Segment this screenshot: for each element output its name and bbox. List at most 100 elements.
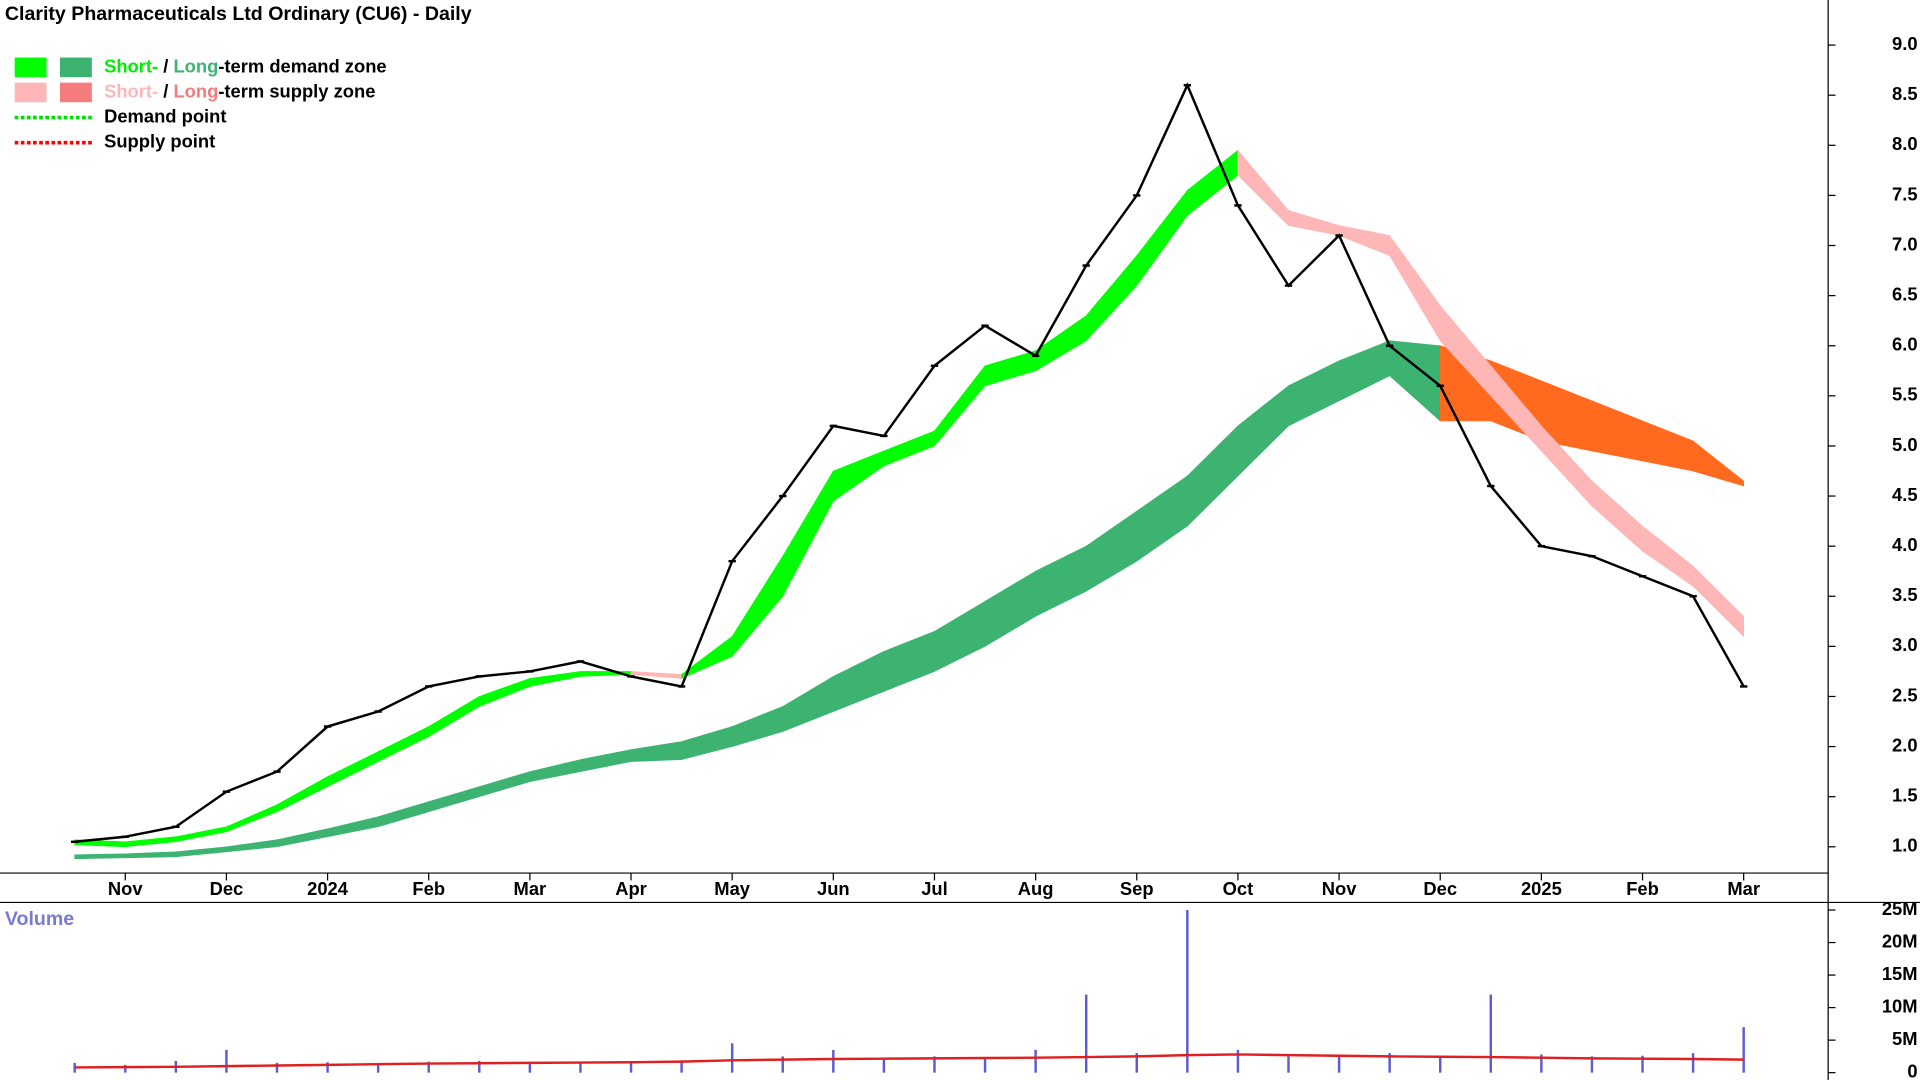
volume-bar (1641, 1055, 1644, 1073)
y-tick-label: 8.0 (1892, 133, 1918, 154)
long-zone-segment (74, 853, 126, 860)
y-tick-label: 3.0 (1892, 634, 1918, 655)
volume-bar (124, 1064, 127, 1073)
volume-bar (1489, 994, 1493, 1073)
y-tick-label: 7.0 (1892, 233, 1918, 254)
legend-part: / (158, 55, 173, 76)
x-tick-label: Feb (1626, 878, 1659, 899)
volume-bar (1034, 1049, 1037, 1073)
legend-label: Supply point (104, 130, 215, 151)
volume-bar (478, 1060, 481, 1073)
volume-bar (1135, 1053, 1138, 1073)
legend-part: Long (173, 80, 218, 101)
y-tick-label: 5.5 (1892, 384, 1918, 405)
x-tick-label: May (714, 878, 751, 899)
price-line (74, 82, 1745, 843)
volume-bar (376, 1062, 380, 1073)
volume-bar (73, 1062, 76, 1073)
volume-bar (629, 1061, 633, 1073)
volume-bar (1388, 1053, 1391, 1073)
long-zone-segment (1692, 440, 1744, 487)
volume-bar (1236, 1049, 1240, 1073)
y-tick-label: 2.5 (1892, 684, 1918, 705)
y-tick-label: 4.5 (1892, 484, 1918, 505)
volume-tick-label: 5M (1892, 1028, 1918, 1049)
volume-tick-label: 25M (1882, 898, 1918, 919)
volume-bar (781, 1056, 784, 1073)
volume-bar (326, 1062, 329, 1073)
x-tick-label: Sep (1120, 878, 1154, 899)
volume-tick-label: 15M (1882, 963, 1918, 984)
volume-bar (1287, 1056, 1290, 1073)
x-tick-label: Nov (1322, 878, 1357, 899)
volume-bar (1084, 994, 1088, 1073)
volume-tick-label: 0 (1907, 1060, 1917, 1080)
volume-tick-label: 10M (1882, 995, 1918, 1016)
volume-bar (427, 1061, 430, 1073)
legend-part: -term supply zone (218, 80, 375, 101)
legend-part: Short- (104, 80, 158, 101)
x-tick-label: Feb (412, 878, 445, 899)
x-tick-label: Apr (615, 878, 647, 899)
volume-bar (983, 1057, 987, 1073)
legend-swatch (14, 57, 47, 78)
chart-title: Clarity Pharmaceuticals Ltd Ordinary (CU… (5, 3, 472, 25)
legend-part: Long (173, 55, 218, 76)
y-tick-label: 5.0 (1892, 434, 1918, 455)
y-tick-label: 1.5 (1892, 785, 1918, 806)
y-tick-label: 8.5 (1892, 83, 1918, 104)
legend-part: Short- (104, 55, 158, 76)
volume-bar (832, 1049, 835, 1073)
volume-bar (680, 1060, 683, 1073)
legend-part: Demand point (104, 105, 226, 126)
volume-bar (1540, 1054, 1543, 1073)
volume-bar (730, 1043, 734, 1073)
x-tick-label: Jul (921, 878, 948, 899)
volume-bar (528, 1062, 532, 1073)
legend-label: Short- / Long-term supply zone (104, 80, 375, 101)
volume-bar (1186, 910, 1189, 1073)
legend-part: Supply point (104, 130, 215, 151)
volume-bar (1742, 1027, 1745, 1073)
legend-label: Short- / Long-term demand zone (104, 55, 387, 76)
short-zone-segment (1692, 565, 1744, 638)
x-tick-label: Mar (514, 878, 547, 899)
volume-tick-label: 20M (1882, 930, 1918, 951)
y-tick-label: 3.5 (1892, 584, 1918, 605)
volume-bar (225, 1049, 228, 1073)
y-tick-label: 6.0 (1892, 334, 1918, 355)
legend-swatch (60, 82, 92, 103)
y-tick-label: 9.0 (1892, 33, 1918, 54)
x-tick-label: Mar (1727, 878, 1760, 899)
legend-part: -term demand zone (218, 55, 386, 76)
x-tick-label: Jun (817, 878, 850, 899)
volume-bar (1438, 1055, 1442, 1073)
volume-bar (579, 1062, 582, 1073)
volume-bar (933, 1056, 936, 1073)
volume-bar (275, 1062, 279, 1073)
volume-bar (882, 1058, 886, 1073)
x-tick-label: 2025 (1521, 878, 1562, 899)
x-tick-label: Dec (1423, 878, 1457, 899)
legend-part: / (158, 80, 173, 101)
legend-swatch (60, 57, 92, 78)
volume-title: Volume (5, 908, 74, 930)
x-tick-label: Dec (210, 878, 244, 899)
x-tick-label: Nov (108, 878, 143, 899)
volume-bar (1590, 1056, 1594, 1073)
legend-swatch (14, 82, 47, 103)
x-tick-label: Aug (1018, 878, 1054, 899)
y-tick-label: 1.0 (1892, 835, 1918, 856)
x-tick-label: 2024 (307, 878, 349, 899)
y-tick-label: 2.0 (1892, 734, 1918, 755)
y-tick-label: 6.5 (1892, 283, 1918, 304)
volume-bar (1337, 1054, 1341, 1073)
x-tick-label: Oct (1223, 878, 1254, 899)
y-tick-label: 4.0 (1892, 534, 1918, 555)
volume-bar (1691, 1053, 1695, 1073)
y-tick-label: 7.5 (1892, 183, 1918, 204)
legend-label: Demand point (104, 105, 226, 126)
